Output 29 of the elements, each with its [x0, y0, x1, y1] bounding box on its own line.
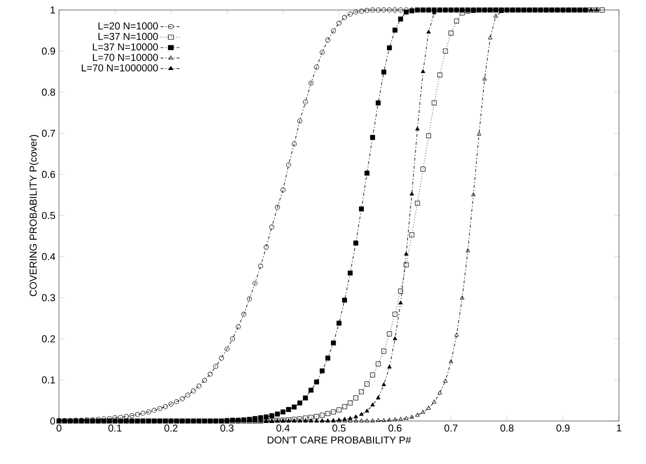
y-axis-title: COVERING PROBABILITY P(cover) [29, 134, 39, 296]
legend-label: L=70 N=1000000 [82, 64, 158, 72]
x-tick-label: 0.5 [332, 424, 346, 432]
x-tick-label: 0.7 [444, 424, 458, 432]
y-tick-label: 0.6 [42, 170, 56, 178]
y-tick-label: 0.1 [42, 376, 55, 384]
x-tick-label: 1 [616, 424, 622, 432]
x-axis-title: DON'T CARE PROBABILITY P# [268, 436, 412, 444]
y-tick-label: 0.8 [42, 88, 56, 96]
x-tick-label: 0 [56, 424, 62, 432]
y-tick-label: 1 [50, 6, 55, 14]
y-tick-label: 0.5 [42, 212, 56, 220]
y-tick-label: 0.7 [42, 130, 55, 137]
legend-label: L=37 N=10000 [92, 43, 158, 50]
x-tick-label: 0.1 [108, 424, 122, 432]
y-tick-label: 0.4 [42, 253, 56, 260]
x-tick-label: 0.2 [164, 424, 178, 432]
x-tick-label: 0.8 [500, 424, 514, 432]
x-tick-label: 0.9 [556, 424, 570, 432]
y-tick-label: 0.3 [42, 294, 56, 302]
legend-label: L=70 N=10000 [92, 54, 158, 61]
x-tick-label: 0.4 [276, 424, 290, 432]
y-tick-label: 0.9 [42, 48, 56, 55]
x-tick-label: 0.3 [220, 424, 234, 432]
x-tick-label: 0.6 [388, 424, 402, 432]
legend-label: L=37 N=1000 [98, 32, 158, 40]
y-tick-label: 0.2 [42, 335, 55, 342]
y-tick-label: 0 [50, 417, 56, 425]
legend-label: L=20 N=1000 [98, 22, 158, 30]
